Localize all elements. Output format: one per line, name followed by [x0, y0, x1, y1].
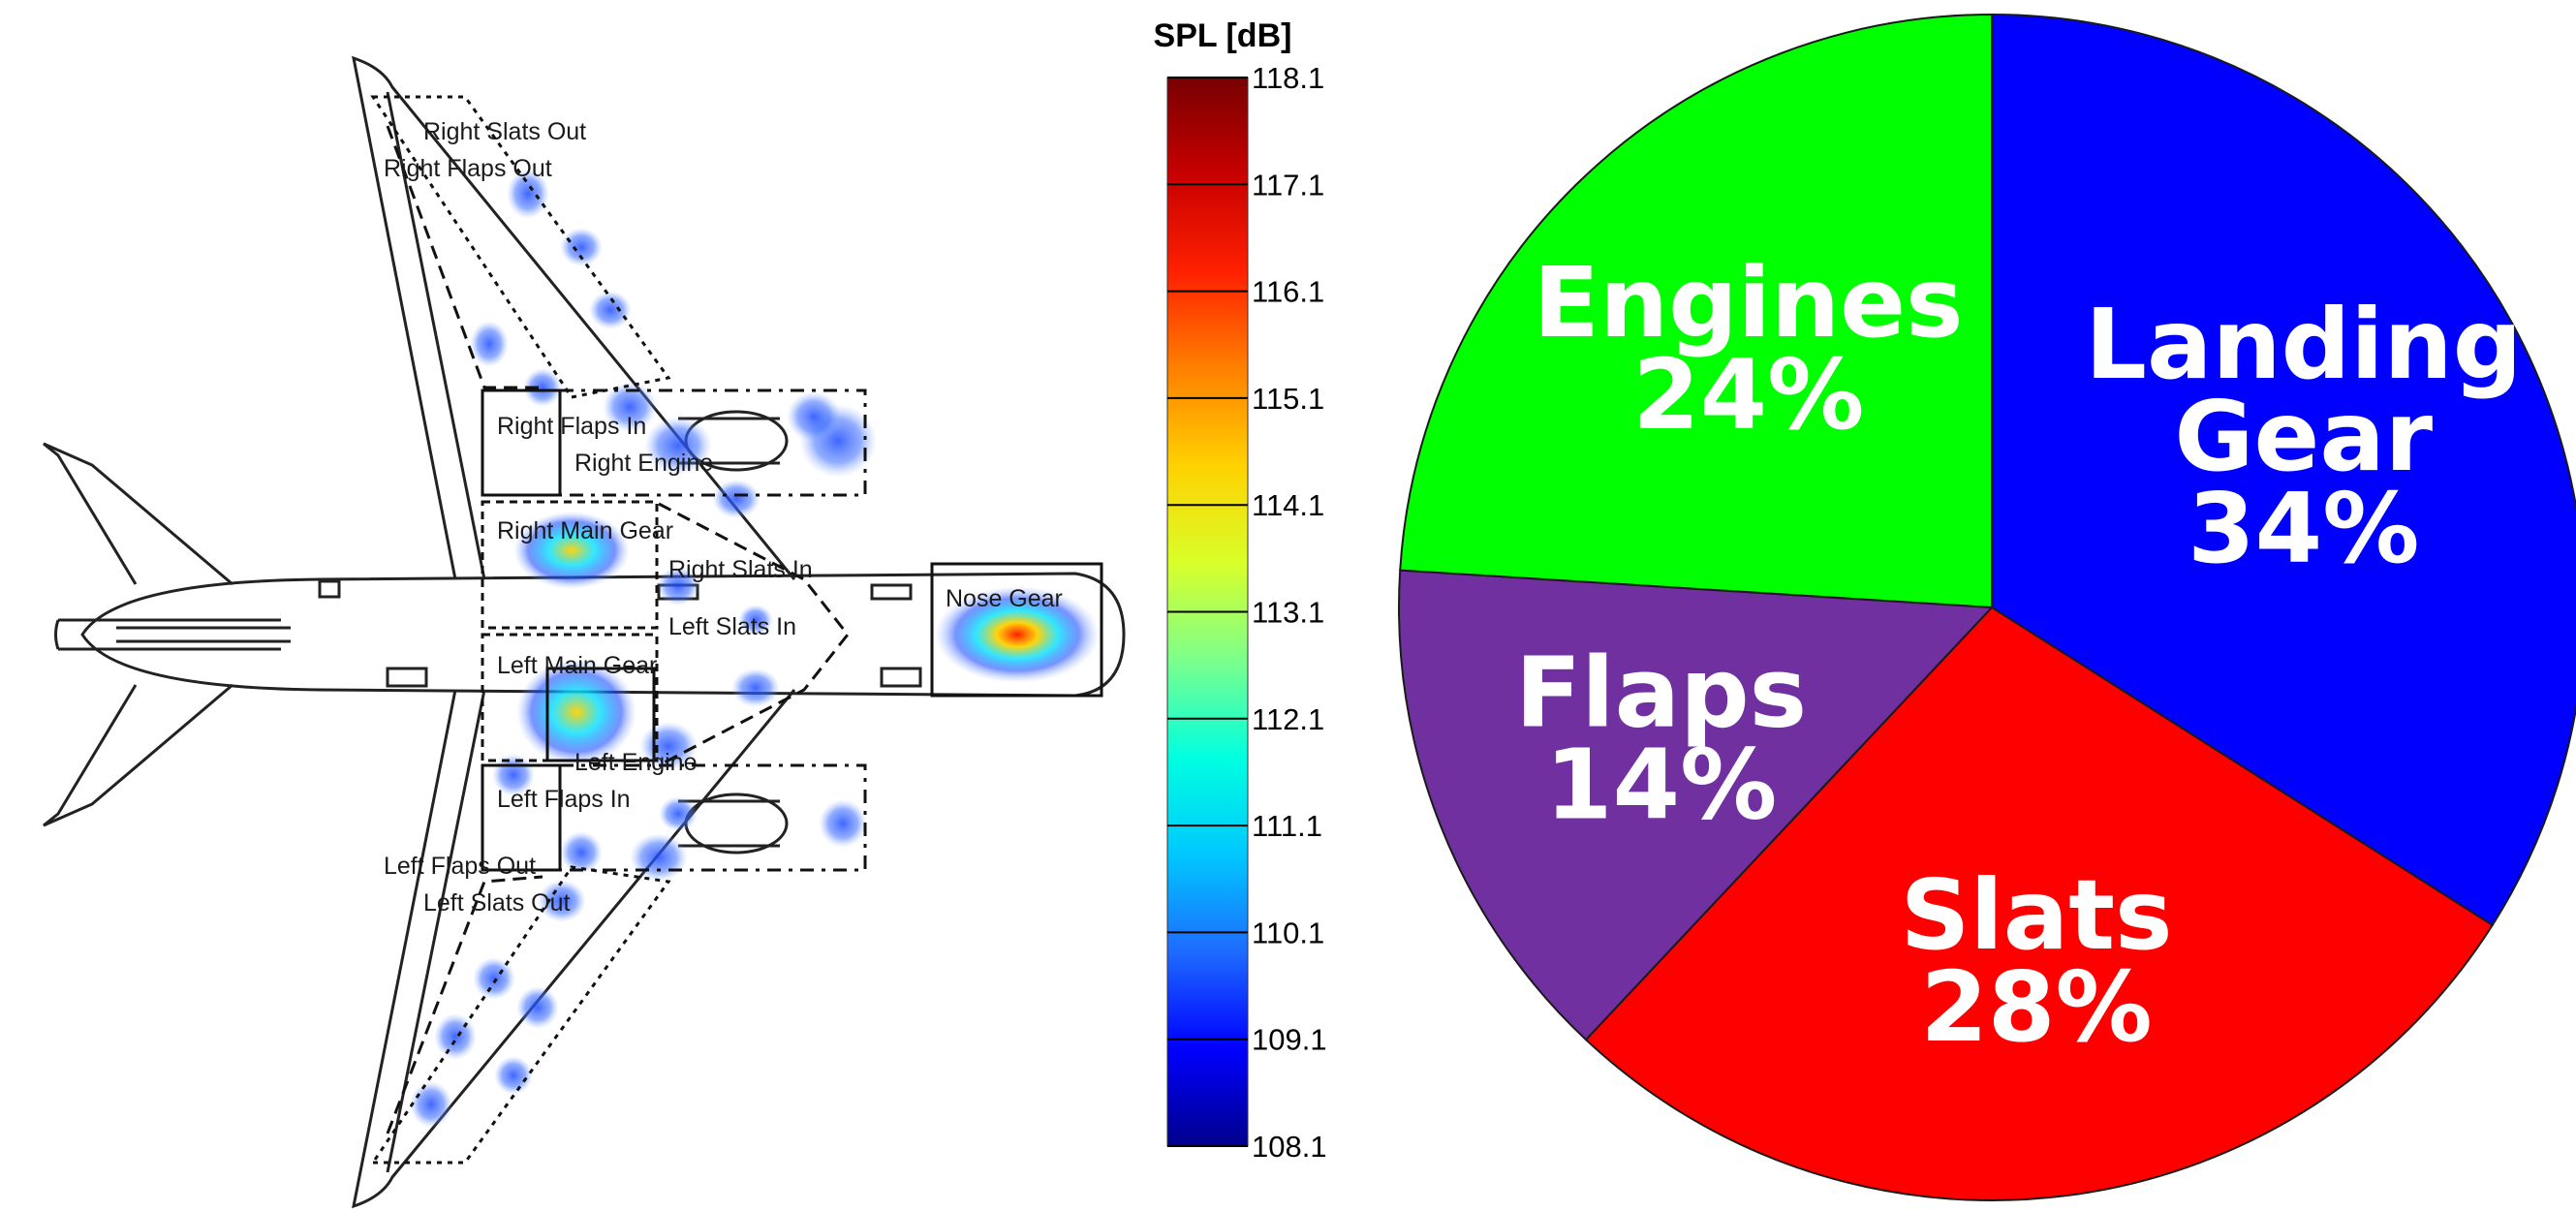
- pie-slice-slats: [1584, 606, 2495, 1201]
- colorbar-tick-label: 110.1: [1252, 916, 1324, 949]
- pie-chart: Landing Gear 34% Slats 28% Flaps 14% Engines 24%: [1398, 13, 2576, 1201]
- colorbar-tick-label: 118.1: [1252, 61, 1324, 95]
- pie-slice-landing-gear: [1991, 13, 2576, 927]
- pie-label-slats: Slats 28%: [1900, 858, 2172, 1064]
- colorbar: SPL [dB] 118.1117.1116.1115.1114.1113.11…: [1154, 17, 1327, 1164]
- zone-boxes: [370, 95, 1103, 1165]
- pie-slice-engines: [1399, 13, 1993, 609]
- zone-label-left-engine: Left Engine: [574, 749, 698, 776]
- colorbar-tick-label: 113.1: [1252, 596, 1324, 630]
- colorbar-tick-label: 114.1: [1252, 488, 1324, 522]
- zone-label-left-main-gear: Left Main Gear: [497, 652, 657, 679]
- zone-label-left-flaps-out: Left Flaps Out: [384, 853, 536, 880]
- pie-slice-flaps: [1398, 569, 1995, 1041]
- zone-label-right-flaps-out: Right Flaps Out: [384, 155, 552, 182]
- aircraft-map: Right Slats Out Right Flaps Out Right Fl…: [43, 55, 1126, 1209]
- pie-label-engines: Engines 24%: [1534, 246, 1964, 451]
- colorbar-tick-label: 109.1: [1252, 1023, 1327, 1057]
- zone-label-right-slats-out: Right Slats Out: [423, 118, 586, 145]
- zone-label-right-main-gear: Right Main Gear: [497, 517, 673, 544]
- colorbar-tick-label: 108.1: [1252, 1130, 1327, 1164]
- colorbar-title: SPL [dB]: [1154, 17, 1292, 54]
- zone-label-right-flaps-in: Right Flaps In: [497, 413, 646, 440]
- zone-label-left-slats-in: Left Slats In: [668, 613, 796, 640]
- colorbar-tick-label: 112.1: [1252, 702, 1324, 736]
- zone-label-left-slats-out: Left Slats Out: [423, 889, 571, 917]
- pie-label-flaps: Flaps 14%: [1515, 637, 1807, 842]
- zone-labels: Right Slats Out Right Flaps Out Right Fl…: [384, 118, 1063, 917]
- colorbar-tick-label: 111.1: [1252, 809, 1322, 843]
- colorbar-ticks: 118.1 117.1 116.1 115.1 114.1 113.1 112.1 111.1…: [1167, 61, 1327, 1164]
- noise-hotspots: [410, 169, 1100, 1128]
- colorbar-tick-label: 116.1: [1252, 275, 1324, 309]
- colorbar-tick-label: 117.1: [1252, 168, 1324, 202]
- zone-label-nose-gear: Nose Gear: [946, 585, 1063, 612]
- zone-label-right-engine: Right Engine: [574, 450, 713, 477]
- zone-label-right-slats-in: Right Slats In: [668, 556, 813, 583]
- colorbar-tick-label: 115.1: [1252, 382, 1324, 416]
- zone-label-left-flaps-in: Left Flaps In: [497, 786, 631, 813]
- aircraft-outline: [43, 55, 1126, 1209]
- pie-label-landing-gear: Landing Gear 34%: [2085, 288, 2522, 585]
